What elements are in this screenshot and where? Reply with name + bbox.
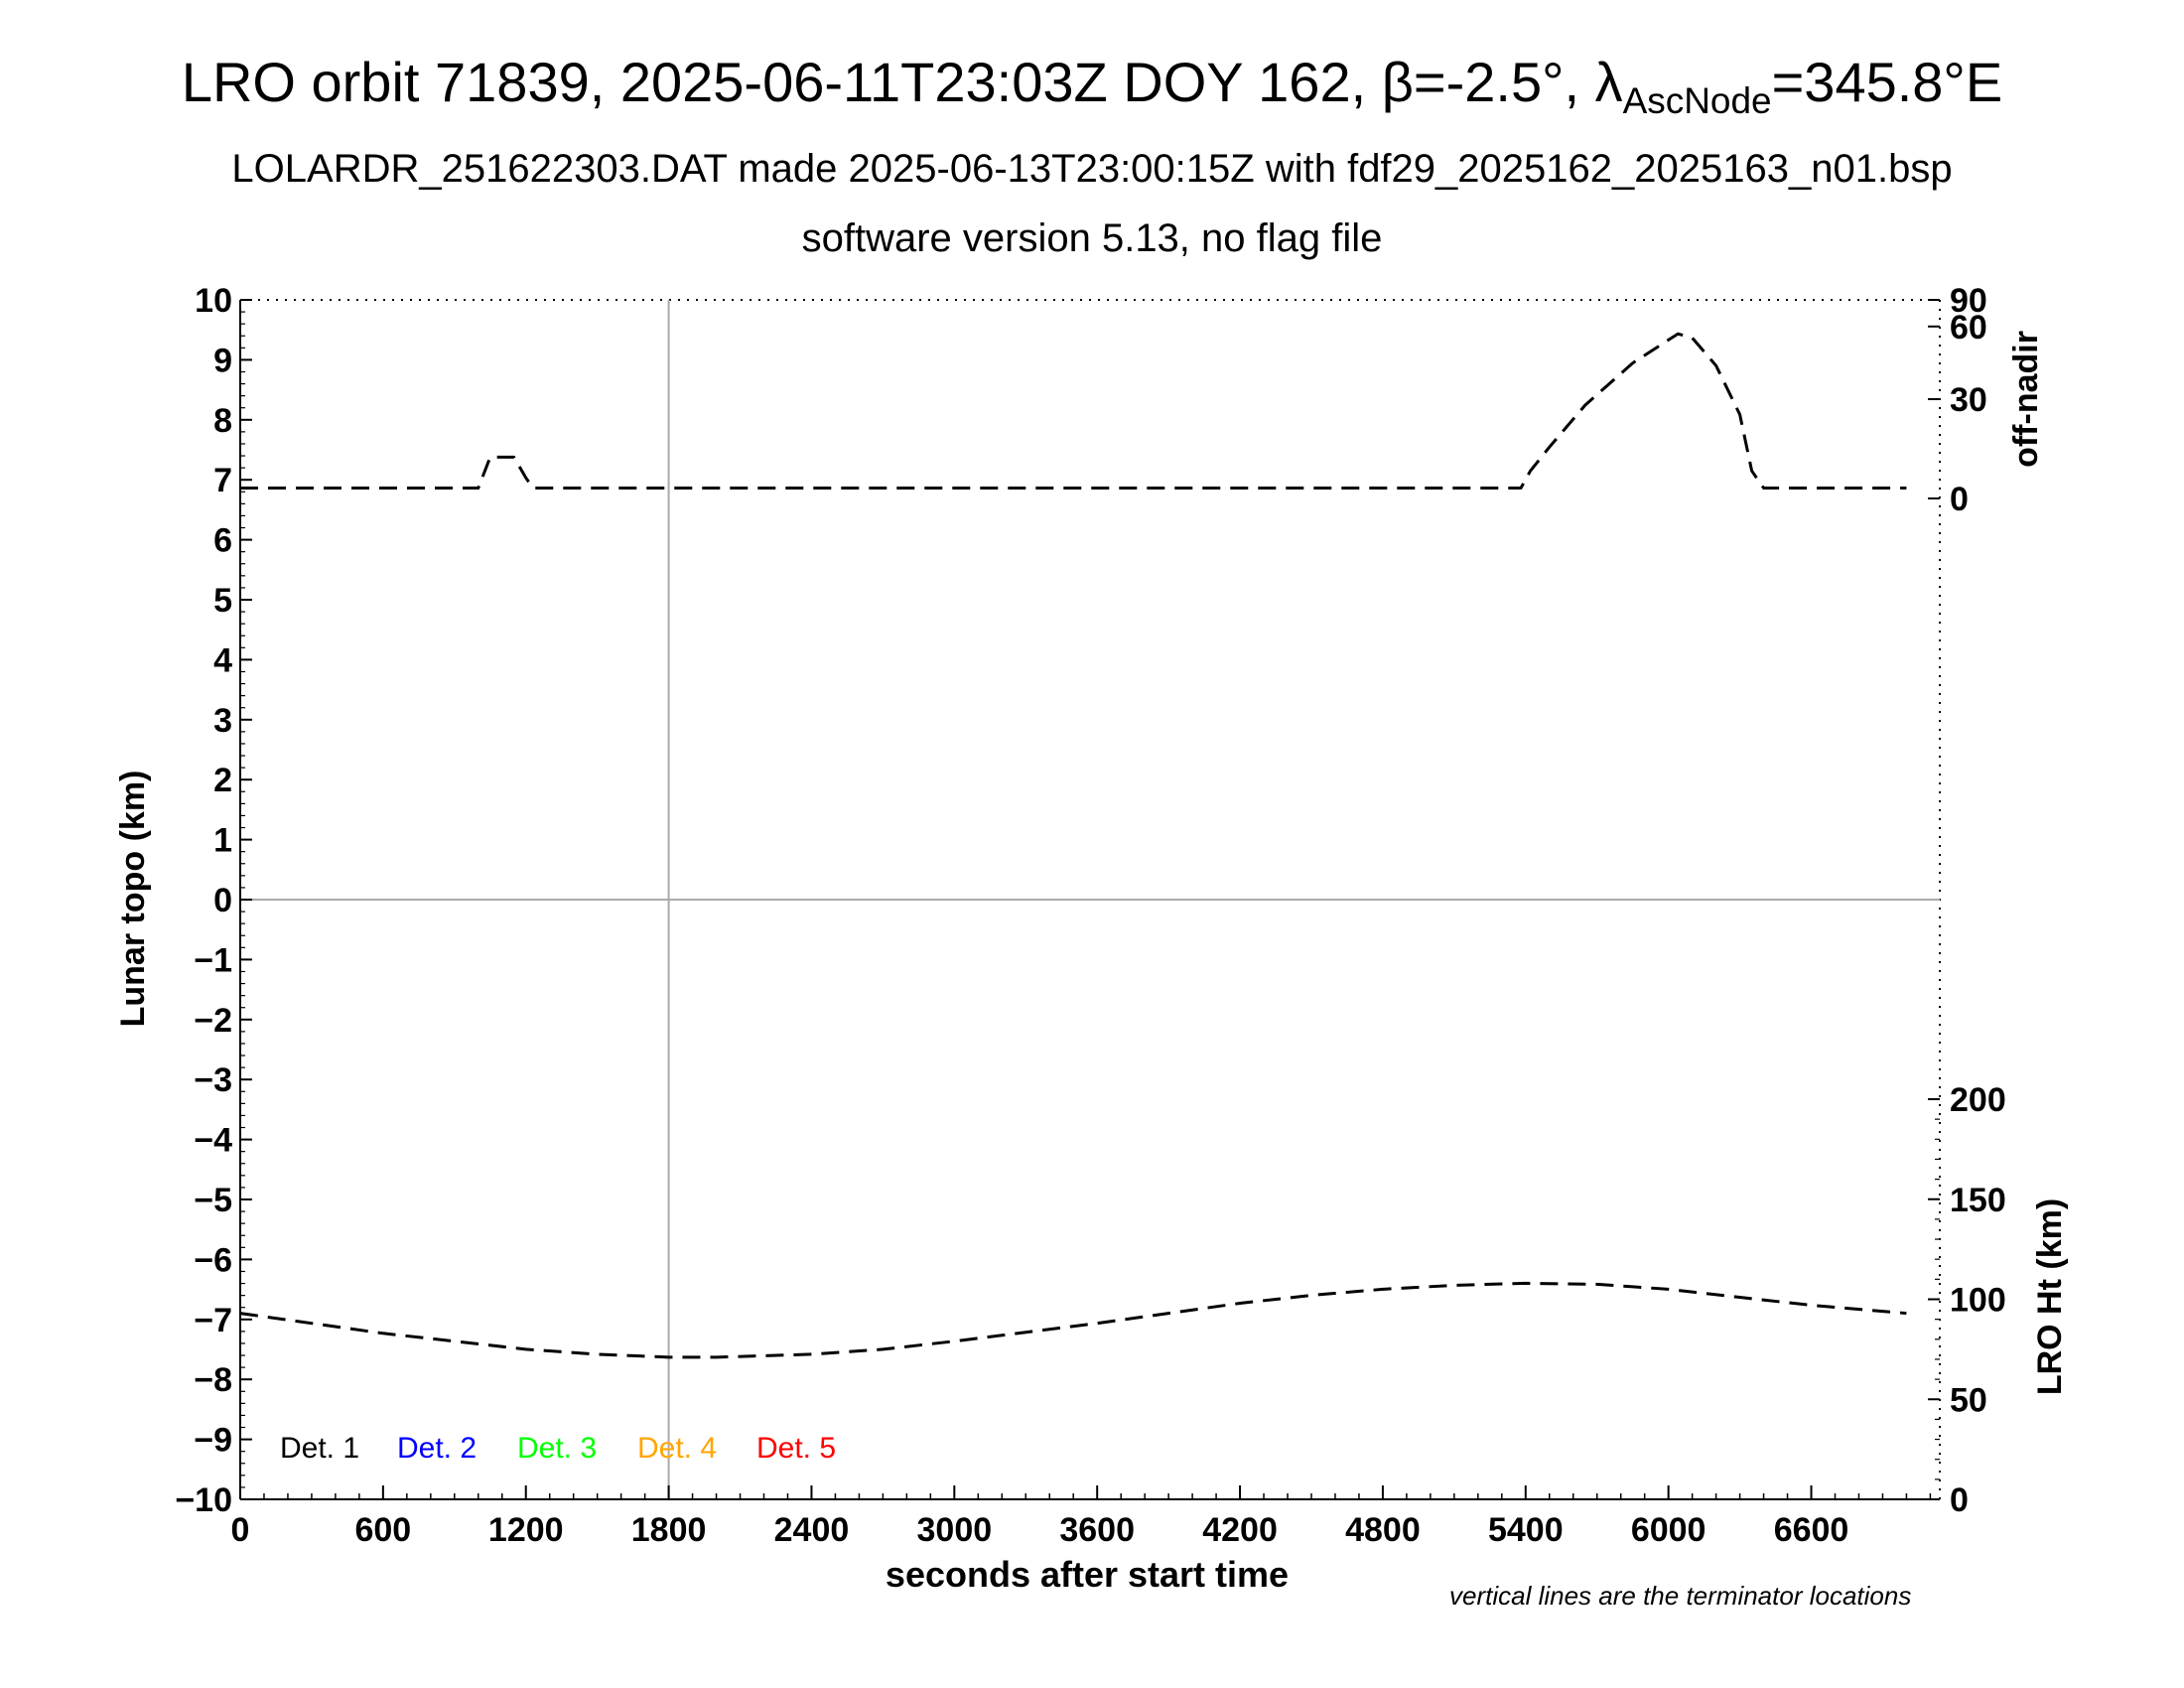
y-tick-label: −9 bbox=[194, 1422, 232, 1460]
x-axis: 0 600 1200 1800 2400 3000 3600 4200 4800 5400 6000… bbox=[231, 1485, 1932, 1549]
lro-height-tick-label: 0 bbox=[1950, 1481, 1969, 1519]
y-tick-label: 1 bbox=[213, 822, 232, 860]
y-tick-label: −7 bbox=[194, 1302, 232, 1339]
y-tick-label: −4 bbox=[194, 1122, 232, 1160]
y-tick-label: 8 bbox=[213, 402, 232, 440]
y-tick-label: −8 bbox=[194, 1361, 232, 1399]
chart-title: LRO orbit 71839, 2025-06-11T23:03Z DOY 1… bbox=[181, 51, 2003, 122]
y-tick-label: 10 bbox=[195, 282, 232, 320]
x-axis-label: seconds after start time bbox=[886, 1554, 1289, 1595]
lro-height-tick-label: 100 bbox=[1950, 1282, 2006, 1320]
chart-subtitle: LOLARDR_251622303.DAT made 2025-06-13T23… bbox=[231, 147, 1953, 191]
grid-lines bbox=[240, 300, 1940, 1499]
x-tick-label: 1200 bbox=[488, 1511, 564, 1549]
x-tick-label: 1800 bbox=[631, 1511, 707, 1549]
y-tick-label: 9 bbox=[213, 342, 232, 379]
x-tick-label: 6000 bbox=[1631, 1511, 1706, 1549]
x-tick-label: 0 bbox=[231, 1511, 250, 1549]
data-series bbox=[239, 332, 1907, 1359]
off-nadir-tick-label: 30 bbox=[1950, 381, 1987, 419]
x-tick-label: 4800 bbox=[1345, 1511, 1421, 1549]
x-tick-label: 600 bbox=[354, 1511, 411, 1549]
y-tick-label: −1 bbox=[194, 941, 232, 979]
off-nadir-tick-label: 90 bbox=[1950, 282, 1987, 320]
legend-entry-det3: Det. 3 bbox=[517, 1432, 597, 1465]
off-nadir-axis-label: off-nadir bbox=[2007, 331, 2045, 468]
legend-entry-det4: Det. 4 bbox=[637, 1432, 717, 1465]
y-tick-label: −5 bbox=[194, 1182, 232, 1219]
y-tick-label: −6 bbox=[194, 1241, 232, 1279]
x-tick-label: 6600 bbox=[1774, 1511, 1849, 1549]
y-tick-label: 6 bbox=[213, 522, 232, 560]
chart-subtitle-2: software version 5.13, no flag file bbox=[801, 216, 1383, 260]
legend-entry-det1: Det. 1 bbox=[280, 1432, 359, 1465]
off-nadir-tick-label: 0 bbox=[1950, 481, 1969, 518]
legend: Det. 1 Det. 2 Det. 3 Det. 4 Det. 5 bbox=[280, 1432, 836, 1465]
y-tick-label: 2 bbox=[213, 762, 232, 799]
lro-height-tick-label: 50 bbox=[1950, 1381, 1987, 1419]
legend-entry-det5: Det. 5 bbox=[756, 1432, 836, 1465]
x-tick-label: 5400 bbox=[1488, 1511, 1564, 1549]
lro-height-tick-label: 150 bbox=[1950, 1182, 2006, 1219]
y-tick-label: 7 bbox=[213, 462, 232, 499]
lro-height-tick-label: 200 bbox=[1950, 1081, 2006, 1119]
x-tick-label: 3600 bbox=[1059, 1511, 1135, 1549]
y-tick-label: −2 bbox=[194, 1002, 232, 1040]
y-tick-label: 5 bbox=[213, 582, 232, 620]
legend-entry-det2: Det. 2 bbox=[397, 1432, 477, 1465]
off-nadir-tick-label: 60 bbox=[1950, 309, 1987, 347]
x-tick-label: 2400 bbox=[774, 1511, 850, 1549]
y-tick-label: −10 bbox=[175, 1481, 232, 1519]
y-tick-label: −3 bbox=[194, 1061, 232, 1099]
y-tick-label: 3 bbox=[213, 702, 232, 740]
y-tick-label: 4 bbox=[213, 641, 232, 679]
x-tick-label: 4200 bbox=[1202, 1511, 1278, 1549]
terminator-footnote: vertical lines are the terminator locati… bbox=[1449, 1581, 1912, 1611]
y-axis-label: Lunar topo (km) bbox=[114, 771, 152, 1028]
x-tick-label: 3000 bbox=[917, 1511, 993, 1549]
y-tick-label: 0 bbox=[213, 882, 232, 919]
off-nadir-line bbox=[240, 332, 1907, 490]
lro-height-line bbox=[239, 1281, 1907, 1359]
lro-height-axis-label: LRO Ht (km) bbox=[2031, 1198, 2069, 1395]
